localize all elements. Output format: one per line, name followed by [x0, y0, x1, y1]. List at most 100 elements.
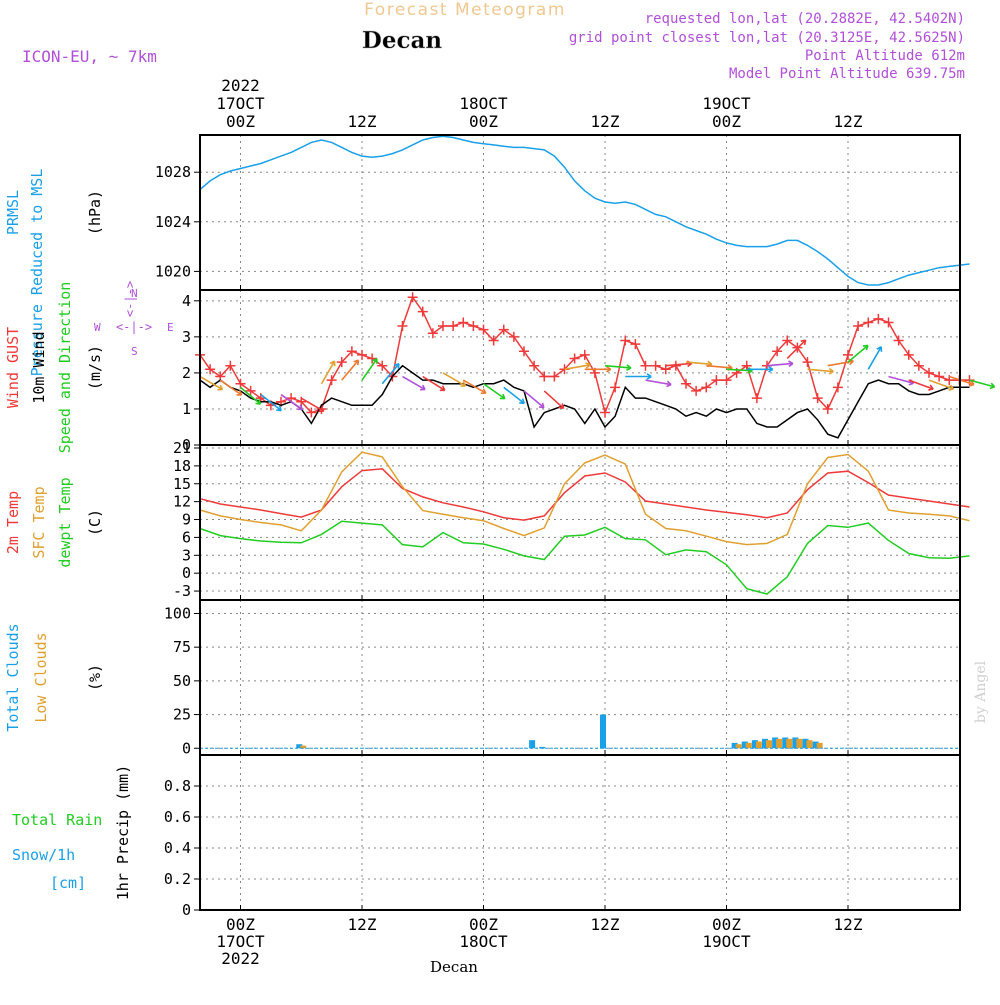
gust-marker: [478, 324, 489, 335]
wind-arrow: [645, 379, 672, 388]
ylabel-precip-0: 1hr Precip (mm): [114, 765, 132, 900]
bar-total-clouds: [741, 741, 748, 749]
gust-marker: [620, 335, 631, 346]
bar-low-clouds: [806, 740, 813, 749]
panel-frame: [199, 754, 961, 911]
gust-marker: [832, 382, 843, 393]
wind-arrow-head: [585, 362, 591, 369]
y-tick-label: 0.6: [164, 808, 191, 826]
panel-pressure: 1020 1024 1028 PRMSL Pressure Reduced to MSL…: [4, 134, 970, 376]
bar-low-clouds: [786, 738, 793, 749]
wind-arrow-shaft: [402, 375, 426, 391]
y-tick-label: 1: [182, 400, 191, 418]
bar-low-clouds: [766, 740, 772, 749]
wind-arrow: [402, 375, 426, 391]
wind-arrow-shaft: [685, 361, 712, 366]
wind-arrow: [320, 360, 336, 385]
top-time-label: 19OCT: [702, 94, 751, 113]
wind-arrow: [908, 379, 934, 391]
wind-arrow-head: [788, 360, 794, 368]
wind-arrow: [260, 393, 282, 412]
gust-marker: [427, 328, 438, 339]
bottom-time-label: 17OCT: [216, 932, 265, 951]
top-time-label: 12Z: [591, 112, 620, 131]
y-tick-label: 0: [182, 901, 191, 919]
wind-arrow-head: [276, 405, 282, 412]
precip-legend-0: Total Rain: [12, 811, 102, 829]
y-tick-label: 0.8: [164, 777, 191, 795]
wind-arrow-shaft: [908, 379, 934, 390]
wind-arrow-head: [558, 403, 565, 410]
wind-arrow-shaft: [726, 368, 753, 372]
series-line-2m-temp: [199, 468, 970, 521]
y-tick-label: 3: [182, 546, 191, 564]
wind-arrow: [361, 358, 378, 381]
gust-marker: [407, 292, 418, 303]
panel-frame: [199, 289, 961, 446]
wind-arrow-shaft: [239, 386, 261, 405]
wind-arrow: [969, 379, 996, 390]
gust-marker: [519, 346, 529, 357]
gust-marker: [539, 371, 550, 382]
wind-arrow: [766, 360, 794, 368]
wind-arrow-head: [419, 384, 426, 391]
wind-arrow: [928, 379, 955, 391]
gust-marker: [458, 317, 469, 328]
footer-station: Decan: [430, 958, 478, 976]
model-label: ICON-EU, ~ 7km: [22, 47, 157, 66]
wind-arrow: [847, 344, 869, 363]
wind-arrow-head: [928, 384, 934, 391]
gust-marker: [448, 321, 459, 332]
compass-rose: <-|->NSW E<-|->: [94, 281, 174, 358]
wind-arrow-shaft: [665, 362, 692, 367]
wind-arrow-head: [480, 388, 487, 395]
gust-marker: [934, 371, 945, 382]
ylabel-wind-0: Wind GUST: [4, 327, 22, 408]
gust-marker: [569, 353, 580, 364]
y-tick-label: 50: [173, 672, 191, 690]
series-line-prmsl: [199, 135, 970, 286]
y-tick-label: 1028: [155, 163, 191, 181]
gust-marker: [549, 371, 560, 382]
bar-total-clouds: [782, 737, 789, 749]
panel-frame: [199, 134, 961, 291]
bar-low-clouds: [745, 742, 752, 749]
wind-arrow-head: [646, 373, 652, 380]
y-tick-label: 1020: [155, 262, 191, 280]
station-name: Decan: [362, 27, 442, 54]
bar-total-clouds: [772, 737, 779, 749]
precip-legend-2: [cm]: [50, 874, 86, 892]
gust-marker: [802, 357, 813, 368]
gust-marker: [225, 360, 236, 371]
bar-low-clouds: [796, 738, 803, 749]
wind-arrow-shaft: [604, 364, 631, 369]
top-time-label: 17OCT: [216, 94, 265, 113]
top-time-label: 00Z: [712, 112, 741, 131]
wind-arrow-head: [876, 346, 883, 352]
y-tick-label: 6: [182, 528, 191, 546]
gust-marker: [913, 360, 924, 371]
wind-arrow-shaft: [300, 397, 325, 412]
top-time-label: 18OCT: [459, 94, 508, 113]
gust-marker: [701, 382, 712, 393]
y-tick-label: 25: [173, 706, 191, 724]
bar-low-clouds: [735, 744, 742, 749]
bar-total-clouds: [792, 737, 799, 749]
gust-marker: [205, 364, 216, 375]
bar-total-clouds: [539, 746, 546, 749]
wind-arrow-head: [538, 402, 545, 409]
ylabel-temperature-3: (C): [86, 509, 104, 536]
wind-arrow-shaft: [523, 390, 545, 409]
wind-arrow-shaft: [564, 363, 591, 371]
gust-marker: [924, 367, 934, 378]
wind-arrow-shaft: [442, 372, 466, 387]
wind-arrow-shaft: [786, 339, 807, 360]
y-tick-label: -3: [173, 582, 191, 600]
wind-arrow: [786, 339, 807, 360]
wind-arrow: [625, 373, 652, 380]
bottom-time-label: 12Z: [591, 915, 620, 934]
wind-arrow-shaft: [199, 375, 223, 391]
compass-arrow-h: <-|->: [116, 320, 152, 334]
